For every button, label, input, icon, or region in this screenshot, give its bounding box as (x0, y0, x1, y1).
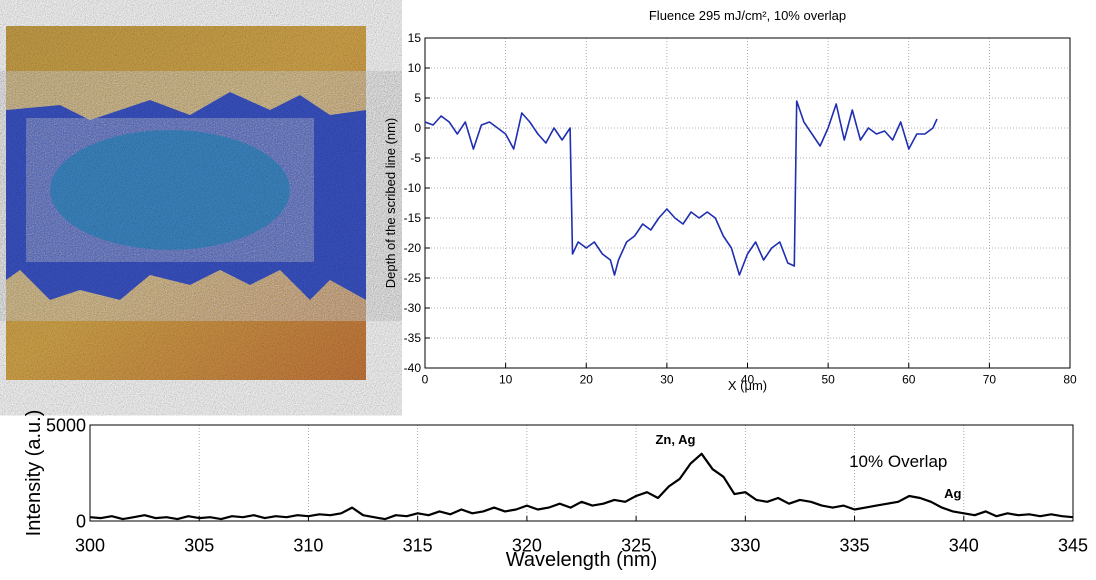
micrograph (6, 26, 366, 380)
x-tick-label: 50 (821, 373, 835, 387)
y-tick-label: -25 (404, 271, 422, 285)
y-axis-title: Depth of the scribed line (nm) (383, 118, 398, 289)
y-tick-label: 5 (414, 91, 421, 105)
x-axis-title: X (μm) (728, 378, 767, 393)
y-tick-label: -20 (404, 241, 422, 255)
data-line (89, 452, 1074, 521)
y-tick-label: -5 (410, 151, 421, 165)
y-tick-label: -15 (404, 211, 422, 225)
y-axis-title: Intensity (a.u.) (23, 410, 45, 537)
x-tick-label: 315 (403, 535, 433, 555)
x-tick-label: 10 (499, 373, 513, 387)
x-tick-label: 340 (949, 535, 979, 555)
y-tick-label: 15 (408, 31, 422, 45)
annotation: Ag (944, 486, 961, 501)
scribed-line-core (50, 130, 290, 250)
y-tick-label: 5000 (46, 415, 86, 435)
y-tick-label: -40 (404, 361, 422, 375)
x-tick-label: 80 (1063, 373, 1077, 387)
x-tick-label: 20 (580, 373, 594, 387)
x-tick-label: 30 (660, 373, 674, 387)
chart-title: Fluence 295 mJ/cm², 10% overlap (649, 8, 846, 23)
x-tick-label: 345 (1058, 535, 1088, 555)
x-tick-label: 70 (983, 373, 997, 387)
y-tick-label: 10 (408, 61, 422, 75)
annotation: Zn, Ag (655, 432, 695, 447)
x-tick-label: 305 (184, 535, 214, 555)
y-tick-label: -30 (404, 301, 422, 315)
x-axis-title: Wavelength (nm) (506, 549, 658, 571)
x-tick-label: 325 (621, 535, 651, 555)
plot-frame (89, 424, 1074, 522)
x-tick-label: 310 (293, 535, 323, 555)
y-tick-label: 0 (76, 511, 86, 531)
plot-area (90, 425, 1073, 521)
x-tick-label: 300 (75, 535, 105, 555)
x-tick-label: 40 (741, 373, 755, 387)
x-tick-label: 335 (840, 535, 870, 555)
y-tick-label: -35 (404, 331, 422, 345)
y-tick-label: 0 (414, 121, 421, 135)
x-tick-label: 330 (730, 535, 760, 555)
y-tick-label: -10 (404, 181, 422, 195)
x-tick-label: 320 (512, 535, 542, 555)
annotation: 10% Overlap (849, 452, 947, 471)
plot-frame (424, 37, 1071, 369)
x-tick-label: 60 (902, 373, 916, 387)
x-tick-label: 0 (422, 373, 429, 387)
data-line (424, 100, 938, 276)
